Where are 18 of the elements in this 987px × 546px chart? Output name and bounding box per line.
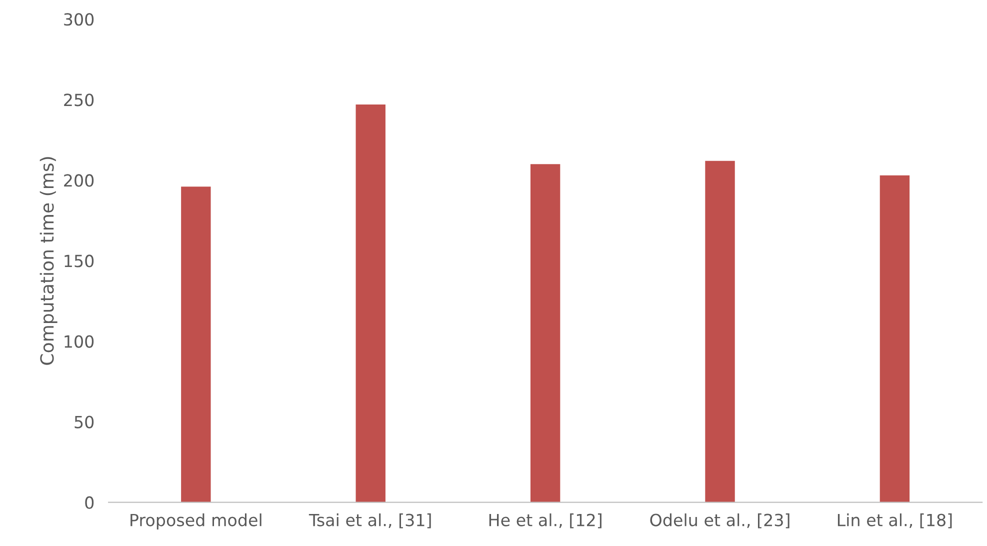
bar [530, 164, 560, 502]
y-axis-title: Computation time (ms) [40, 157, 58, 365]
bar [705, 160, 735, 502]
bar [356, 104, 386, 502]
x-tick-label: Odelu et al., [23] [650, 513, 790, 528]
bar [880, 175, 910, 502]
x-tick-label: Proposed model [130, 513, 262, 530]
y-tick-label: 250 [64, 94, 94, 106]
y-tick-label: 0 [85, 496, 94, 509]
y-tick-label: 300 [64, 13, 94, 26]
x-tick-label: He et al., [12] [489, 513, 602, 528]
x-tick-label: Lin et al., [18] [838, 513, 952, 528]
y-tick-label: 100 [64, 335, 94, 348]
y-tick-label: 200 [64, 174, 94, 187]
bar [181, 186, 211, 502]
y-tick-label: 50 [74, 416, 94, 428]
x-tick-label: Tsai et al., [31] [308, 513, 431, 528]
y-tick-label: 150 [64, 254, 94, 268]
